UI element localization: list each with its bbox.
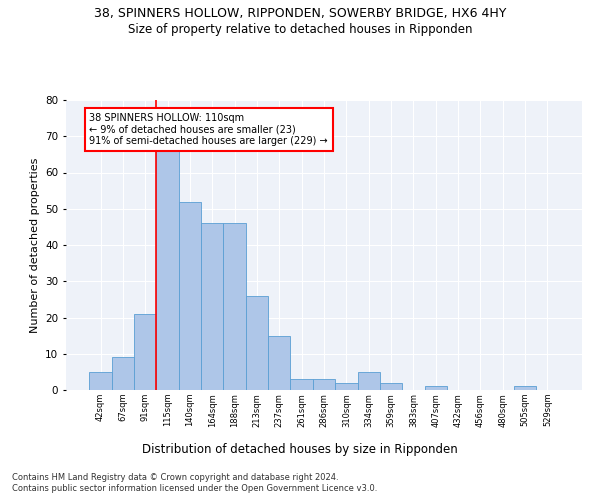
Bar — [313, 379, 335, 390]
Bar — [268, 336, 290, 390]
Bar — [358, 372, 380, 390]
Text: Contains HM Land Registry data © Crown copyright and database right 2024.: Contains HM Land Registry data © Crown c… — [12, 472, 338, 482]
Bar — [425, 386, 447, 390]
Bar — [290, 379, 313, 390]
Bar — [89, 372, 112, 390]
Bar — [134, 314, 157, 390]
Bar — [514, 386, 536, 390]
Bar — [201, 223, 223, 390]
Bar — [380, 383, 402, 390]
Bar — [112, 358, 134, 390]
Bar — [179, 202, 201, 390]
Text: Contains public sector information licensed under the Open Government Licence v3: Contains public sector information licen… — [12, 484, 377, 493]
Bar — [246, 296, 268, 390]
Bar — [335, 383, 358, 390]
Bar — [157, 144, 179, 390]
Text: Size of property relative to detached houses in Ripponden: Size of property relative to detached ho… — [128, 22, 472, 36]
Text: Distribution of detached houses by size in Ripponden: Distribution of detached houses by size … — [142, 442, 458, 456]
Text: 38 SPINNERS HOLLOW: 110sqm
← 9% of detached houses are smaller (23)
91% of semi-: 38 SPINNERS HOLLOW: 110sqm ← 9% of detac… — [89, 112, 328, 146]
Text: 38, SPINNERS HOLLOW, RIPPONDEN, SOWERBY BRIDGE, HX6 4HY: 38, SPINNERS HOLLOW, RIPPONDEN, SOWERBY … — [94, 8, 506, 20]
Bar — [223, 223, 246, 390]
Y-axis label: Number of detached properties: Number of detached properties — [29, 158, 40, 332]
